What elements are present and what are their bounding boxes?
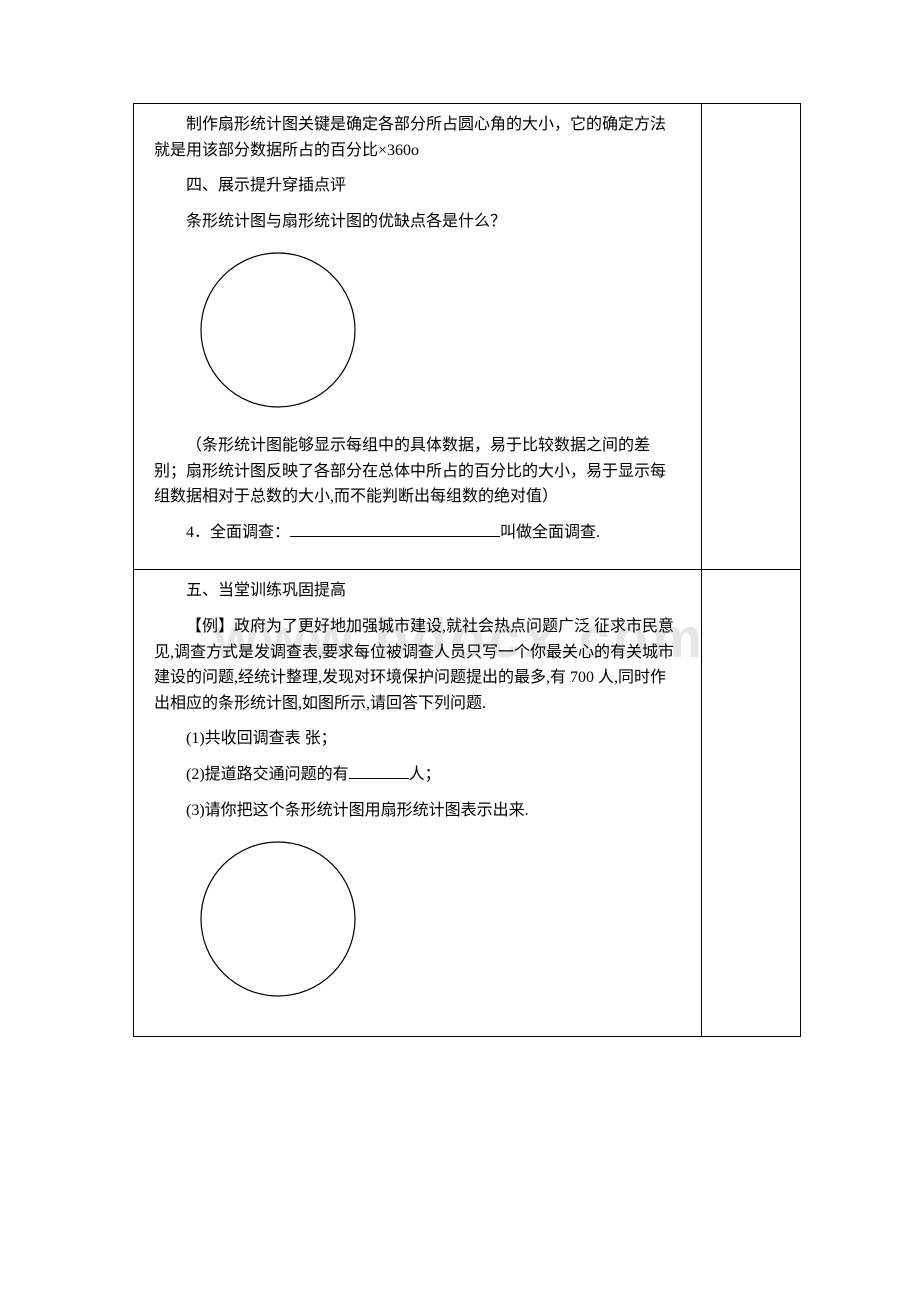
example-intro: 【例】政府为了更好地加强城市建设,就社会热点问题广泛 征求市民意见,调查方式是发… [154, 614, 681, 716]
document-table: 制作扇形统计图关键是确定各部分所占圆心角的大小，它的确定方法就是用该部分数据所占… [133, 103, 801, 1037]
q2-prefix: (2)提道路交通问题的有 [186, 766, 349, 783]
cell-right-section1 [702, 104, 800, 569]
heading-5: 五、当堂训练巩固提高 [154, 578, 681, 604]
intro-paragraph: 制作扇形统计图关键是确定各部分所占圆心角的大小，它的确定方法就是用该部分数据所占… [154, 112, 681, 163]
q2-suffix: 人； [409, 766, 441, 783]
item-4: 4．全面调查： 叫做全面调查. [154, 520, 681, 546]
table-row: 五、当堂训练巩固提高 【例】政府为了更好地加强城市建设,就社会热点问题广泛 征求… [134, 569, 800, 1035]
answer-paragraph: （条形统计图能够显示每组中的具体数据，易于比较数据之间的差别；扇形统计图反映了各… [154, 433, 681, 510]
blank-circle-2 [198, 839, 358, 999]
item4-prefix: 4．全面调查： [186, 524, 290, 541]
item4-suffix: 叫做全面调查. [500, 524, 600, 541]
cell-left-section2: 五、当堂训练巩固提高 【例】政府为了更好地加强城市建设,就社会热点问题广泛 征求… [134, 570, 702, 1035]
question-2: (2)提道路交通问题的有 人； [154, 762, 681, 788]
cell-right-section2 [702, 570, 800, 1035]
question-1: (1)共收回调查表 张； [154, 726, 681, 752]
fill-blank-short [349, 778, 409, 779]
cell-left-section1: 制作扇形统计图关键是确定各部分所占圆心角的大小，它的确定方法就是用该部分数据所占… [134, 104, 702, 569]
question-3: (3)请你把这个条形统计图用扇形统计图表示出来. [154, 798, 681, 824]
question-text: 条形统计图与扇形统计图的优缺点各是什么？ [154, 209, 681, 235]
fill-blank-long [290, 536, 500, 537]
table-row: 制作扇形统计图关键是确定各部分所占圆心角的大小，它的确定方法就是用该部分数据所占… [134, 104, 800, 569]
blank-circle-1 [198, 250, 358, 410]
heading-4: 四、展示提升穿插点评 [154, 173, 681, 199]
